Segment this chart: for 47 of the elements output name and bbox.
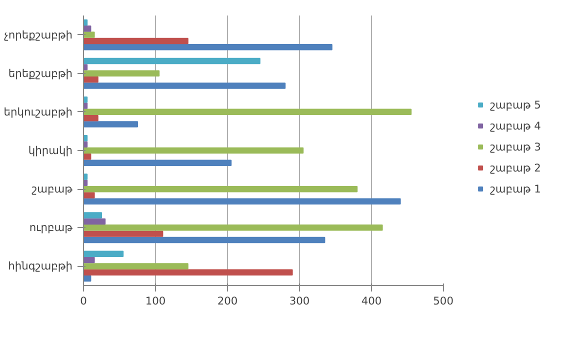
bar	[84, 58, 260, 64]
bar	[84, 192, 95, 198]
bar	[84, 174, 88, 180]
bar	[84, 224, 383, 231]
legend-label: շաբաթ 2	[490, 161, 541, 174]
bar	[84, 64, 88, 70]
y-tick-label: կիրակի	[28, 144, 73, 157]
y-tick-label: հինգշաբթի	[8, 260, 73, 273]
bar	[84, 263, 188, 270]
legend-label: շաբաթ 3	[490, 140, 541, 153]
x-tick-label: 100	[145, 294, 166, 308]
bar	[84, 108, 412, 116]
legend-label: շաբաթ 4	[490, 119, 541, 132]
bar	[84, 186, 358, 192]
bar	[84, 236, 326, 244]
bar	[84, 76, 98, 83]
y-tick-label: ուրբաթ	[29, 221, 73, 234]
x-tick-label: 400	[361, 294, 382, 308]
y-tick-label: երեքշաբթի	[8, 66, 72, 80]
bar	[84, 38, 188, 44]
bar	[84, 102, 88, 109]
bar	[84, 32, 95, 38]
bar	[84, 269, 293, 276]
bar	[84, 44, 332, 50]
x-tick-label: 200	[217, 294, 238, 308]
y-tick-label: երկուշաբթի	[4, 105, 73, 118]
bar	[84, 198, 401, 205]
y-tick-label: չորեքշաբթի	[4, 28, 73, 42]
bar	[84, 70, 160, 76]
bar	[84, 250, 124, 257]
bar	[84, 147, 304, 154]
x-tick-label: 300	[289, 294, 310, 308]
legend-label: շաբաթ 5	[490, 98, 541, 111]
bar	[84, 135, 88, 142]
bar	[84, 256, 95, 264]
legend-label: շաբաթ 1	[490, 182, 541, 195]
x-tick-label: 0	[80, 294, 88, 308]
bar	[84, 114, 98, 122]
bar	[84, 160, 232, 166]
y-tick-label: շաբաթ	[32, 182, 73, 196]
bar	[84, 82, 286, 89]
bar	[84, 212, 102, 218]
bar	[84, 154, 92, 160]
x-tick-label: 500	[433, 294, 454, 308]
bar	[84, 230, 164, 237]
bar	[84, 218, 106, 225]
bar	[84, 121, 138, 128]
